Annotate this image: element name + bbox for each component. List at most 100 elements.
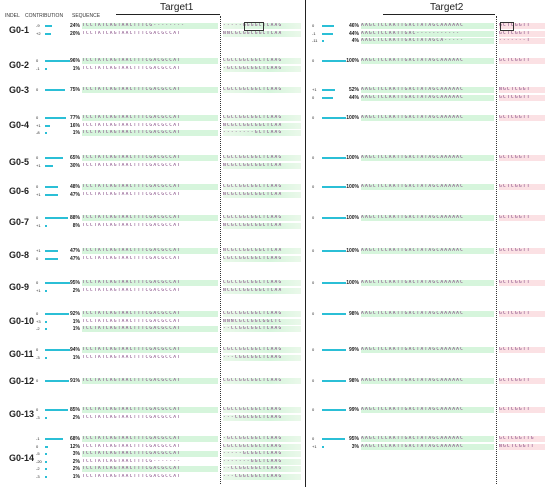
contribution-percent: 99% <box>348 347 359 353</box>
pam-box-target2 <box>500 22 514 31</box>
indel-value: 0 <box>36 347 39 352</box>
sequence-left-of-cut: TCCTATCAGTAACTTTCGACGCCAT <box>82 354 182 360</box>
contribution-bar <box>322 250 346 252</box>
sequence-left-of-cut: TCCTATCAGTAACTTTCGACGCCAT <box>82 466 218 472</box>
indel-value: -3 <box>36 473 40 479</box>
contribution-bar <box>322 40 324 42</box>
sequence-right-of-cut: -------T <box>499 38 545 44</box>
indel-value: 0 <box>312 347 315 352</box>
contribution-percent: 100% <box>346 184 359 190</box>
sequence-left-of-cut: TCCTATCAGTAACTTTCGACGCCAT <box>82 184 218 190</box>
contribution-bar <box>45 224 47 227</box>
indel-value: 0 <box>36 87 39 92</box>
sequence-right-of-cut: CGCCGGCGGCTCAAG <box>223 311 301 317</box>
contribution-percent: 1% <box>72 354 80 361</box>
sequence-right-of-cut: CGCCGGCGGCTCAAG <box>223 115 301 121</box>
sequence-left-of-cut: AAGCTCCAATTGACTATAGCA----- <box>361 38 494 44</box>
indel-value: +1 <box>36 122 41 128</box>
sequence-left-of-cut: AAGCTCCAATTGACTATAGCAAAAAC <box>361 184 494 190</box>
contribution-bar <box>322 313 346 315</box>
contribution-bar <box>322 186 346 188</box>
contribution-percent: 100% <box>346 155 359 161</box>
sequence-right-of-cut: NCGCCGGCGGCTCAA <box>223 248 301 254</box>
sequence-left-of-cut: TCCTATCAGTAACTTTCGACGCCAT <box>82 87 218 93</box>
sequence-left-of-cut: TCCTATCAGTAACTTTCGACGCCAT <box>82 451 218 457</box>
indel-header: INDEL <box>5 13 20 19</box>
contribution-percent: 4% <box>351 38 359 44</box>
sequence-right-of-cut: ---CGGCGGCTCAAG <box>223 354 301 361</box>
contribution-bar <box>45 132 47 134</box>
sequence-left-of-cut: AAGCTCCAATTGACTATAGCAAAAAC <box>361 311 494 317</box>
indel-value: 0 <box>312 94 315 100</box>
contribution-bar <box>45 60 70 62</box>
sequence-right-of-cut: GCTCGGTT <box>499 184 545 190</box>
indel-value: 0 <box>36 155 39 160</box>
contribution-bar <box>45 356 47 359</box>
sequence-right-of-cut: CGCCGGCGGCTCAAG <box>223 347 301 353</box>
indel-value: 0 <box>36 407 39 412</box>
contribution-percent: 47% <box>69 255 80 262</box>
sequence-left-of-cut: TCCTATCAGTAACTTTCGACGCCAT <box>82 122 182 128</box>
contribution-percent: 47% <box>69 191 80 198</box>
indel-value: +1 <box>36 191 41 197</box>
sequence-right-of-cut: GCTCGGTT <box>499 58 545 64</box>
indel-value: 0 <box>312 407 315 412</box>
sequence-left-of-cut: TCCTATCAGTAACTTTCG------- <box>82 458 182 464</box>
target1-cut-site-line <box>220 16 221 484</box>
sequence-right-of-cut: CGCCGGCGGCTCAAG <box>223 280 301 286</box>
sequence-right-of-cut: GCTCGGTT <box>499 155 545 161</box>
sequence-right-of-cut: NCGCCGGCGGCTCAA <box>223 122 301 129</box>
target1-underline <box>116 14 220 15</box>
contribution-bar <box>322 60 346 62</box>
sequence-right-of-cut: --CCGGCGGCTCAAG <box>223 466 301 472</box>
contribution-percent: 1% <box>72 326 80 332</box>
sequence-left-of-cut: TCCTATCAGTAACTTTCGACGCCAT <box>82 30 182 36</box>
sequence-right-of-cut: GCTCGGTT <box>499 378 545 384</box>
sequence-left-of-cut: AAGCTCCAATTGACTATAGCAAAAAC <box>361 215 494 221</box>
contribution-percent: 30% <box>69 162 80 169</box>
contribution-bar <box>45 67 47 70</box>
contribution-percent: 1% <box>72 65 80 72</box>
indel-value: 0 <box>312 436 315 441</box>
indel-value: -8 <box>36 130 40 135</box>
contribution-percent: 95% <box>348 436 359 442</box>
sequence-left-of-cut: TCCTATCAGTAACTTTCGACGCCAT <box>82 287 182 293</box>
sequence-left-of-cut: AAGCTCCAATTGACTATAGCAAAAAC <box>361 115 494 121</box>
indel-value: 0 <box>36 311 39 316</box>
sequence-left-of-cut: TCCTATCAGTAACTTTCGACGCCAT <box>82 443 182 449</box>
indel-value: -9 <box>36 23 40 28</box>
panel-divider <box>305 0 306 487</box>
contribution-percent: 52% <box>348 87 359 93</box>
contribution-bar <box>45 257 58 260</box>
contribution-percent: 8% <box>72 222 80 229</box>
indel-value: 0 <box>36 215 39 220</box>
contribution-percent: 95% <box>69 280 80 286</box>
sequence-right-of-cut: CGCCGGCGGCTCAAG <box>223 407 301 413</box>
contribution-percent: 24% <box>69 23 80 29</box>
sequence-left-of-cut: AAGCTCCAATTGACTATAGCAAAAAC <box>361 378 494 384</box>
group-label: G0-11 <box>9 348 34 359</box>
contribution-percent: 94% <box>69 347 80 353</box>
indel-value: 0 <box>312 58 315 63</box>
contribution-header: CONTRIBUTION <box>25 13 64 19</box>
contribution-bar <box>45 124 50 127</box>
sequence-left-of-cut: TCCTATCAGTAACTTTCGACGCCAT <box>82 378 218 384</box>
sequence-right-of-cut: CGCCGGCGGCTCAAG <box>223 215 301 221</box>
contribution-bar <box>45 468 47 470</box>
contribution-bar <box>45 328 47 330</box>
sequence-left-of-cut: TCCTATCAGTAACTTTCG-------- <box>82 23 218 29</box>
indel-value: -3 <box>36 354 40 360</box>
contribution-percent: 46% <box>348 23 359 29</box>
sequence-right-of-cut: GCTCGGTT <box>499 347 545 353</box>
sequence-right-of-cut: GCTCGGTT <box>499 94 545 101</box>
indel-value: +1 <box>312 443 317 449</box>
sequence-left-of-cut: AAGCTCCAATTGACTATAGCAAAAAC <box>361 248 494 254</box>
contribution-bar <box>45 380 69 382</box>
group-label: G0-6 <box>9 185 30 196</box>
indel-value: 0 <box>36 255 39 261</box>
sequence-right-of-cut: GCTCGGTT <box>499 115 545 121</box>
contribution-percent: 1% <box>72 130 80 136</box>
indel-value: +2 <box>36 30 41 36</box>
contribution-bar <box>45 409 68 411</box>
